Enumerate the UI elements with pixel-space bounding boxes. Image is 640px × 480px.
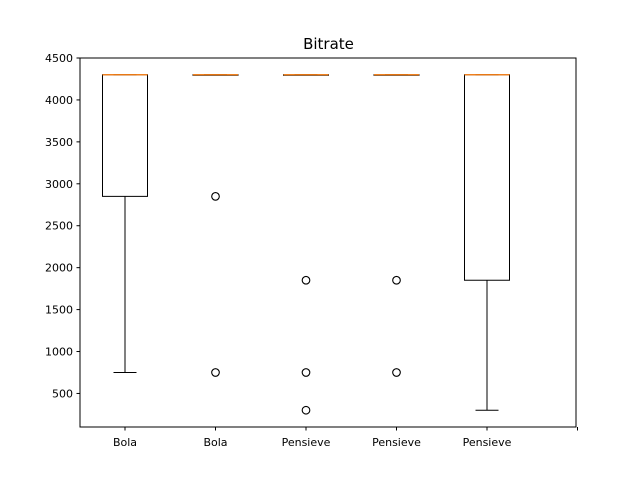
box-group-3	[373, 74, 420, 377]
y-tick-label-3000: 3000	[45, 178, 73, 191]
box-group-1	[192, 74, 239, 377]
y-tick-label-500: 500	[52, 387, 73, 400]
x-axis: Bola Bola Pensieve Pensieve Pensieve	[113, 427, 578, 449]
outlier-2-2	[301, 405, 311, 415]
box-0	[102, 74, 148, 197]
x-tick-label-3: Pensieve	[372, 436, 421, 449]
y-tick-label-1500: 1500	[45, 304, 73, 317]
plot-frame	[79, 57, 577, 428]
chart-title: Bitrate	[303, 35, 354, 53]
y-tick-label-1000: 1000	[45, 346, 73, 359]
box-group-0	[102, 74, 148, 373]
box-group-2	[283, 74, 329, 415]
y-tick-label-2500: 2500	[45, 220, 73, 233]
x-tick-label-1: Bola	[203, 436, 227, 449]
outlier-3-0	[392, 275, 401, 285]
outlier-1-1	[211, 368, 220, 377]
boxes	[102, 74, 510, 415]
box-4	[464, 74, 510, 281]
y-tick-label-4000: 4000	[45, 94, 73, 107]
y-tick-label-3500: 3500	[45, 136, 73, 149]
outlier-1-0	[211, 192, 220, 201]
outlier-2-0	[301, 275, 311, 285]
y-tick-label-4500: 4500	[45, 52, 73, 65]
outlier-2-1	[301, 368, 311, 377]
y-tick-label-2000: 2000	[45, 262, 73, 275]
outlier-3-1	[392, 368, 401, 377]
x-tick-label-2: Pensieve	[282, 436, 331, 449]
x-tick-label-4: Pensieve	[463, 436, 512, 449]
x-tick-label-0: Bola	[113, 436, 137, 449]
box-group-4	[464, 74, 510, 411]
y-axis: 500 1000 1500 2000 2500 3000 3500 4000 4500	[45, 52, 80, 400]
